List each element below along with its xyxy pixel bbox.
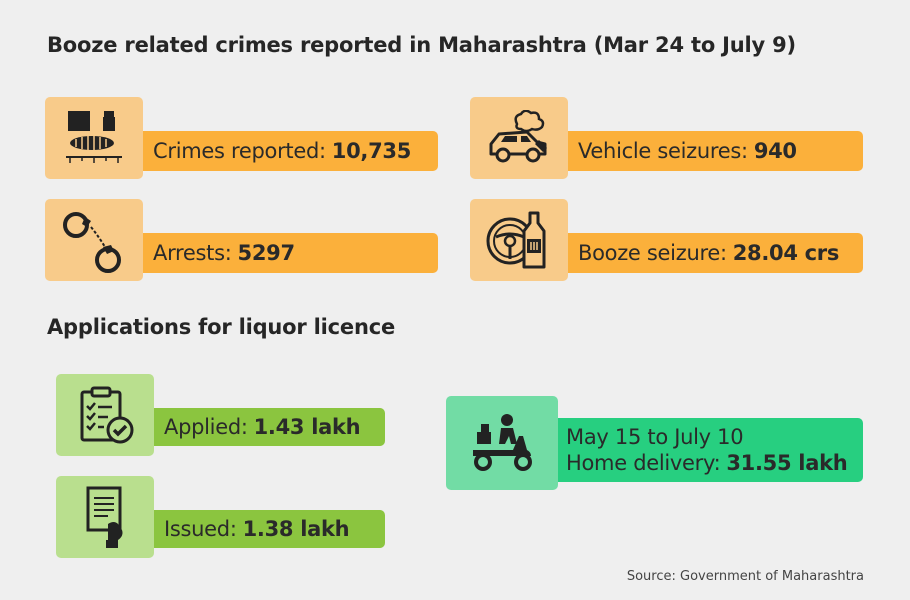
delivery-line: Home delivery: 31.55 lakh — [566, 450, 848, 476]
applied-bar: Applied: 1.43 lakh — [136, 408, 385, 446]
delivery-period: May 15 to July 10 — [566, 425, 744, 449]
steering-bottle-icon — [470, 199, 568, 281]
car-seizure-icon — [470, 97, 568, 179]
booze-bar: Booze seizure: 28.04 crs — [550, 233, 863, 273]
stat-home-delivery: May 15 to July 10 Home delivery: 31.55 la… — [446, 396, 863, 490]
crimes-bar: Crimes reported: 10,735 — [125, 131, 438, 171]
arrests-value: 5297 — [237, 241, 296, 265]
stat-applied: Applied: 1.43 lakh — [56, 374, 385, 458]
booze-label: Booze seizure: — [578, 241, 727, 265]
stat-vehicle-seizures: Vehicle seizures: 940 — [470, 97, 863, 181]
issued-bar: Issued: 1.38 lakh — [136, 510, 385, 548]
stat-crimes-reported: Crimes reported: 10,735 — [45, 97, 438, 181]
clipboard-check-icon — [56, 374, 154, 456]
scooter-delivery-icon — [446, 396, 558, 490]
applied-label: Applied: — [164, 415, 248, 439]
issued-label: Issued: — [164, 517, 237, 541]
applied-value: 1.43 lakh — [253, 415, 361, 439]
delivery-bar: May 15 to July 10 Home delivery: 31.55 la… — [546, 418, 863, 482]
handcuffs-icon — [45, 199, 143, 281]
arrests-label: Arrests: — [153, 241, 232, 265]
stat-arrests: Arrests: 5297 — [45, 199, 438, 283]
booze-value: 28.04 crs — [732, 241, 840, 265]
source-note: Source: Government of Maharashtra — [626, 569, 864, 584]
stat-booze-seizure: Booze seizure: 28.04 crs — [470, 199, 863, 283]
crimes-heading: Booze related crimes reported in Maharas… — [47, 33, 796, 57]
crimes-value: 10,735 — [331, 139, 412, 163]
crimes-label: Crimes reported: — [153, 139, 326, 163]
delivery-label: Home delivery: — [566, 451, 721, 475]
issued-value: 1.38 lakh — [242, 517, 350, 541]
stat-issued: Issued: 1.38 lakh — [56, 476, 385, 560]
document-hand-icon — [56, 476, 154, 558]
vehicle-value: 940 — [753, 139, 797, 163]
licence-heading: Applications for liquor licence — [47, 315, 395, 339]
arrests-bar: Arrests: 5297 — [125, 233, 438, 273]
delivery-value: 31.55 lakh — [726, 451, 848, 475]
vehicle-bar: Vehicle seizures: 940 — [550, 131, 863, 171]
vehicle-label: Vehicle seizures: — [578, 139, 748, 163]
evidence-icon — [45, 97, 143, 179]
